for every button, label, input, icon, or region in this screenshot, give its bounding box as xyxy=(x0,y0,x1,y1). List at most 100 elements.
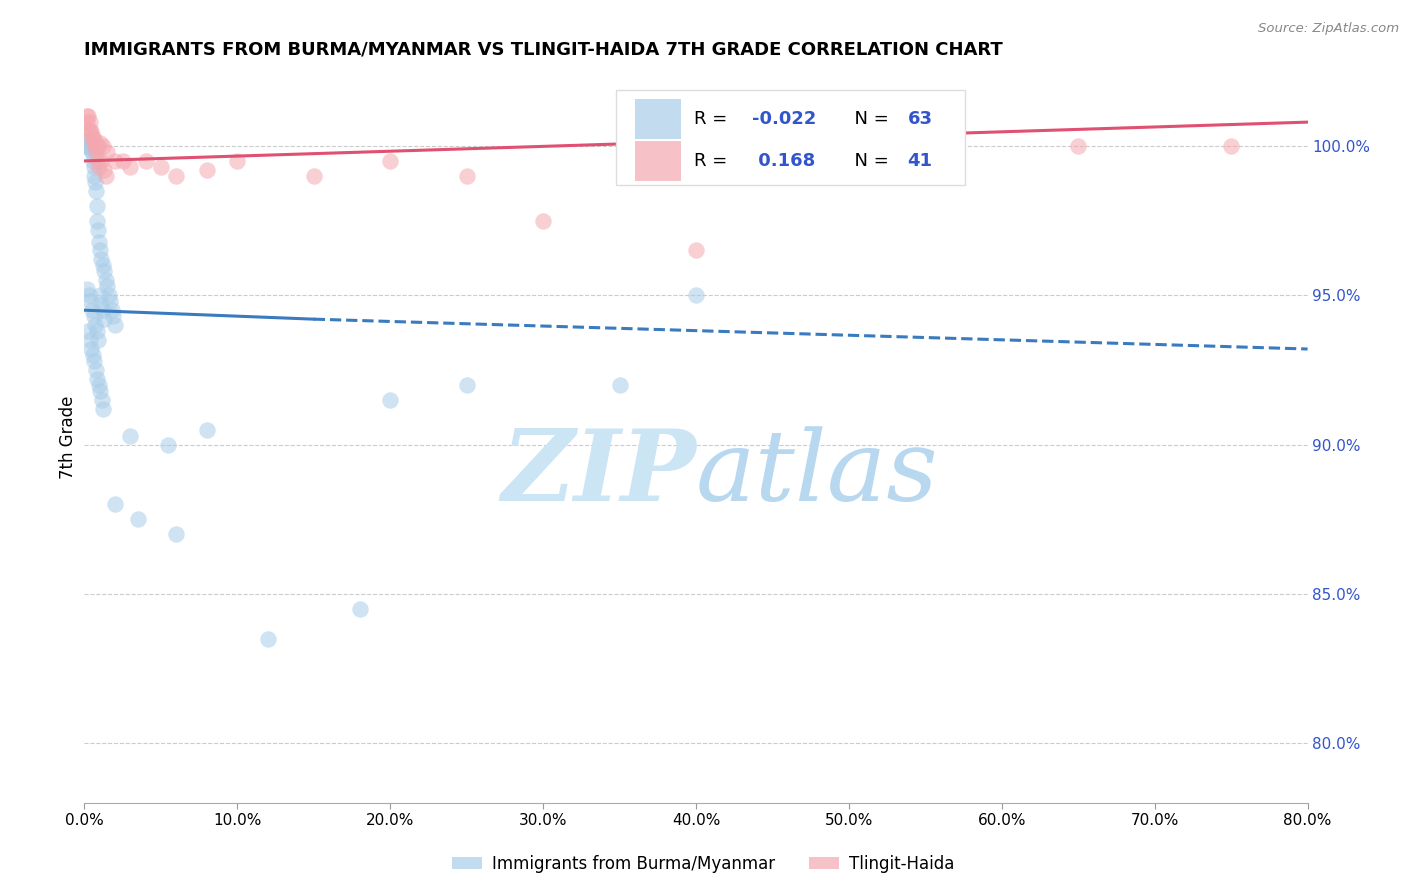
FancyBboxPatch shape xyxy=(616,90,965,185)
Point xyxy=(77,109,100,123)
Point xyxy=(761,169,783,183)
Point xyxy=(96,145,118,159)
Point xyxy=(87,235,110,249)
Point xyxy=(77,324,100,338)
Point xyxy=(101,303,124,318)
Point xyxy=(456,169,478,183)
Point xyxy=(87,139,110,153)
Text: N =: N = xyxy=(842,153,894,170)
Point xyxy=(80,342,103,356)
Point xyxy=(84,145,107,159)
Point xyxy=(79,124,101,138)
Point xyxy=(87,160,110,174)
Point xyxy=(90,252,112,267)
Point xyxy=(94,273,117,287)
Point xyxy=(83,136,105,150)
Point xyxy=(86,324,108,338)
Text: 41: 41 xyxy=(908,153,932,170)
Point xyxy=(84,318,107,332)
Point xyxy=(83,160,105,174)
Text: R =: R = xyxy=(693,110,733,128)
Text: R =: R = xyxy=(693,153,733,170)
Point xyxy=(349,601,371,615)
Point xyxy=(76,282,98,296)
Point xyxy=(302,169,325,183)
Point xyxy=(838,153,860,168)
Point xyxy=(82,348,104,362)
Point xyxy=(89,244,111,258)
Point xyxy=(104,318,127,332)
Point xyxy=(609,377,631,392)
Point xyxy=(96,279,118,293)
Point xyxy=(1220,139,1243,153)
Point xyxy=(94,169,117,183)
Point xyxy=(80,145,103,159)
Point xyxy=(86,153,108,168)
Point xyxy=(104,497,127,511)
Point xyxy=(83,354,105,368)
Point xyxy=(380,392,402,407)
Point xyxy=(195,162,218,177)
Point xyxy=(531,213,554,227)
Point xyxy=(91,139,114,153)
Point xyxy=(103,309,125,323)
Point xyxy=(87,333,110,347)
Point xyxy=(685,288,707,302)
Point xyxy=(83,169,105,183)
Point xyxy=(104,153,127,168)
Point xyxy=(86,372,108,386)
Point xyxy=(84,363,107,377)
Point xyxy=(76,109,98,123)
Point xyxy=(76,133,98,147)
Point xyxy=(165,527,187,541)
Text: 0.168: 0.168 xyxy=(752,153,815,170)
Point xyxy=(195,423,218,437)
Point xyxy=(86,199,108,213)
Point xyxy=(157,437,180,451)
Point xyxy=(93,264,115,278)
Point xyxy=(127,512,149,526)
Y-axis label: 7th Grade: 7th Grade xyxy=(59,395,77,479)
Point xyxy=(80,303,103,318)
Point xyxy=(82,130,104,145)
Text: Source: ZipAtlas.com: Source: ZipAtlas.com xyxy=(1258,22,1399,36)
Point xyxy=(89,136,111,150)
Point xyxy=(685,244,707,258)
Point xyxy=(91,392,114,407)
Point xyxy=(83,309,105,323)
Point xyxy=(80,139,103,153)
Point xyxy=(80,130,103,145)
Point xyxy=(89,288,111,302)
Point xyxy=(90,153,112,168)
Point xyxy=(77,124,100,138)
Text: atlas: atlas xyxy=(696,426,939,521)
Point xyxy=(79,294,101,309)
Point xyxy=(91,259,114,273)
Point xyxy=(120,428,142,442)
Point xyxy=(98,294,121,309)
Legend: Immigrants from Burma/Myanmar, Tlingit-Haida: Immigrants from Burma/Myanmar, Tlingit-H… xyxy=(446,848,960,880)
Bar xyxy=(636,99,682,139)
Point xyxy=(226,153,249,168)
Point xyxy=(380,153,402,168)
Point xyxy=(165,169,187,183)
Text: N =: N = xyxy=(842,110,894,128)
Point xyxy=(76,115,98,129)
Point xyxy=(84,139,107,153)
Point xyxy=(86,213,108,227)
Point xyxy=(83,133,105,147)
Point xyxy=(84,175,107,189)
Point xyxy=(1067,139,1090,153)
Point xyxy=(89,384,111,398)
Point xyxy=(77,136,100,150)
Point xyxy=(87,377,110,392)
Point xyxy=(76,139,98,153)
Point xyxy=(80,124,103,138)
Point xyxy=(77,139,100,153)
Text: 63: 63 xyxy=(908,110,932,128)
Point xyxy=(91,303,114,318)
Point xyxy=(87,222,110,236)
Point xyxy=(79,142,101,156)
Point xyxy=(93,312,115,326)
Point xyxy=(86,139,108,153)
